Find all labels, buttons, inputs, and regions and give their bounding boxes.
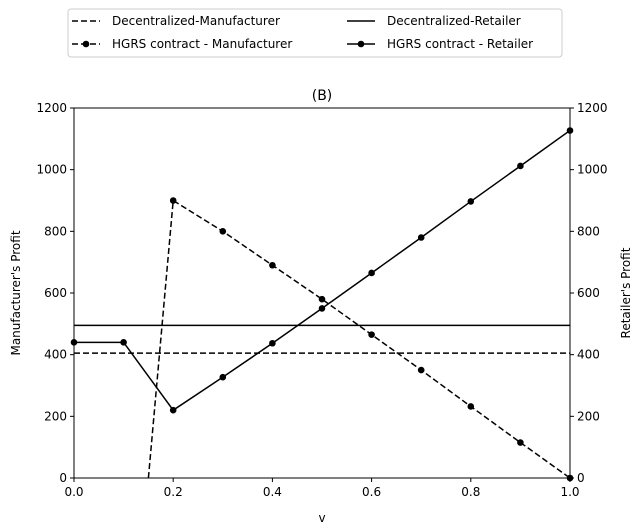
data-point-hgrs-contract-manufacturer <box>269 261 276 269</box>
data-point-hgrs-contract-retailer <box>269 339 276 347</box>
x-tick-label: 0.4 <box>263 485 282 499</box>
data-point-hgrs-contract-manufacturer <box>219 228 227 235</box>
data-point-hgrs-contract-retailer <box>566 127 574 134</box>
plot-frame <box>73 107 571 479</box>
data-point-hgrs-contract-retailer <box>70 339 78 346</box>
data-point-hgrs-contract-retailer <box>417 234 425 241</box>
left-tick-label: 800 <box>44 224 67 238</box>
data-point-hgrs-contract-manufacturer <box>417 366 425 374</box>
legend-label-hgrs-contract-manufacturer: HGRS contract - Manufacturer <box>112 37 292 51</box>
right-tick-label: 800 <box>577 224 600 238</box>
data-point-hgrs-contract-retailer <box>318 305 326 312</box>
x-tick-label: 1.0 <box>560 485 579 499</box>
left-tick-label: 400 <box>44 348 67 362</box>
chart-title: (B) <box>312 88 333 104</box>
x-tick-label: 0.8 <box>461 485 480 499</box>
left-axis-label: Manufacturer's Profit <box>9 230 23 355</box>
data-point-hgrs-contract-retailer <box>219 373 227 381</box>
x-tick-label: 0.0 <box>64 485 83 499</box>
legend: Decentralized-Manufacturer HGRS contract … <box>67 8 563 58</box>
legend-label-decentralized-retailer: Decentralized-Retailer <box>387 14 521 28</box>
data-point-hgrs-contract-manufacturer <box>467 403 475 410</box>
right-tick-label: 200 <box>577 409 600 423</box>
data-point-hgrs-contract-retailer <box>368 269 375 277</box>
data-point-hgrs-contract-manufacturer <box>517 439 524 446</box>
data-point-hgrs-contract-retailer <box>517 162 524 170</box>
series-line-hgrs-contract-manufacturer <box>147 199 570 478</box>
x-axis-label: v <box>318 511 325 525</box>
data-point-hgrs-contract-retailer <box>467 198 475 205</box>
right-tick-label: 1000 <box>577 163 608 177</box>
legend-box <box>67 8 563 58</box>
left-tick-label: 0 <box>59 471 67 485</box>
left-axis: 0 200 400 600 800 1000 1200 <box>36 101 74 485</box>
data-point-hgrs-contract-manufacturer <box>318 295 326 303</box>
legend-marker-hgrs-contract-manufacturer <box>82 40 90 48</box>
left-tick-label: 1000 <box>36 163 67 177</box>
series-line-hgrs-contract-retailer <box>74 129 570 412</box>
right-tick-label: 0 <box>577 471 585 485</box>
data-point-hgrs-contract-retailer <box>120 339 127 346</box>
data-point-hgrs-contract-manufacturer <box>169 197 177 204</box>
x-axis: 0.0 0.2 0.4 0.6 0.8 1.0 <box>64 478 580 499</box>
left-tick-label: 600 <box>44 286 67 300</box>
right-tick-label: 1200 <box>577 101 608 115</box>
data-point-hgrs-contract-manufacturer <box>566 474 574 482</box>
x-tick-label: 0.2 <box>164 485 183 499</box>
right-axis-label: Retailer's Profit <box>619 247 633 338</box>
legend-marker-hgrs-contract-retailer <box>357 40 365 48</box>
left-tick-label: 1200 <box>36 101 67 115</box>
data-point-hgrs-contract-manufacturer <box>368 331 375 338</box>
series-layer <box>70 127 574 482</box>
right-tick-label: 600 <box>577 286 600 300</box>
data-point-hgrs-contract-retailer <box>169 406 177 414</box>
x-tick-label: 0.6 <box>362 485 381 499</box>
right-axis: 0 200 400 600 800 1000 1200 <box>570 101 608 485</box>
legend-label-hgrs-contract-retailer: HGRS contract - Retailer <box>387 37 533 51</box>
right-tick-label: 400 <box>577 348 600 362</box>
legend-label-decentralized-manufacturer: Decentralized-Manufacturer <box>112 14 280 28</box>
left-tick-label: 200 <box>44 409 67 423</box>
